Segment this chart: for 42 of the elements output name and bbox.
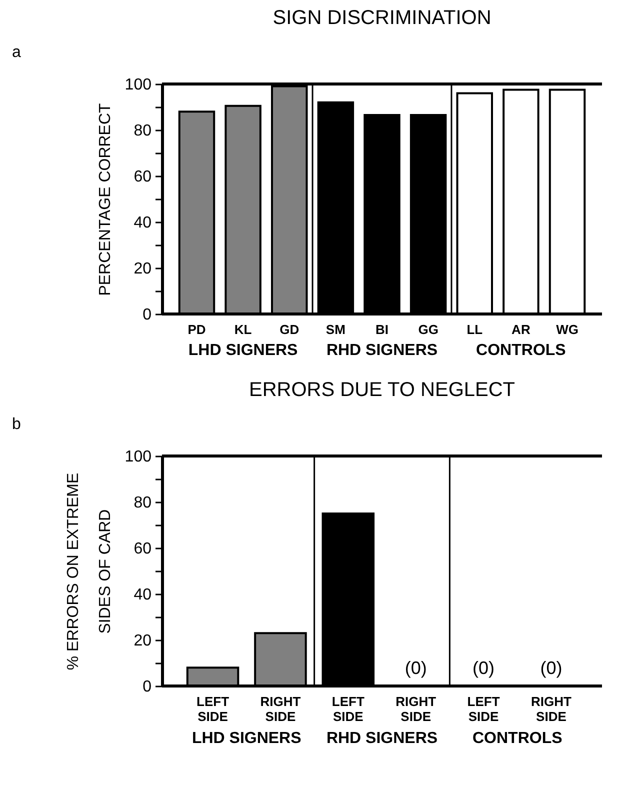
y-tick-label: 0 (142, 306, 152, 324)
y-tick-label: 80 (134, 122, 152, 140)
x-tick-label: KL (234, 322, 252, 337)
x-tick-label: BI (376, 322, 388, 337)
x-tick-label: GG (418, 322, 438, 337)
text: RHD SIGNERS (326, 730, 438, 747)
x-tick-label: LEFT SIDE (332, 694, 364, 724)
series-label: LHD SIGNERS (188, 342, 298, 359)
x-tick-label: WG (556, 322, 578, 337)
y-axis-title: PERCENTAGE CORRECT (96, 102, 114, 296)
y-tick-label: 60 (134, 540, 152, 558)
data-label: (0) (540, 658, 562, 678)
x-tick-label: RIGHT SIDE (531, 694, 572, 724)
y-tick-label: 40 (134, 214, 152, 232)
y-axis-title: % ERRORS ON EXTREME SIDES OF CARD (64, 472, 114, 670)
text: CONTROLS (472, 730, 563, 747)
y-tick-label: 40 (134, 586, 152, 604)
chart-title: ERRORS DUE TO NEGLECT (249, 379, 515, 401)
chart-title: SIGN DISCRIMINATION (272, 7, 492, 29)
data-label: (0) (404, 658, 427, 678)
x-tick-label: LEFT SIDE (196, 694, 230, 724)
y-tick-label: 80 (134, 494, 152, 512)
x-tick-label: SM (326, 322, 346, 337)
series-label: CONTROLS (476, 342, 566, 359)
y-tick-label: 0 (142, 678, 152, 696)
text: b (12, 416, 21, 433)
x-tick-label: AR (512, 322, 531, 337)
y-tick-label: 60 (134, 168, 152, 186)
x-tick-label: RIGHT SIDE (396, 694, 436, 724)
x-tick-label: LL (466, 322, 483, 337)
y-tick-label: 100 (124, 448, 152, 466)
x-tick-label: PD (188, 322, 206, 337)
y-tick-label: 20 (134, 260, 152, 278)
text: LHD SIGNERS (192, 730, 302, 747)
text: a (12, 44, 21, 61)
data-label: (0) (472, 658, 495, 678)
x-tick-label: LEFT SIDE (467, 694, 500, 724)
x-tick-label: RIGHT SIDE (260, 694, 301, 724)
y-tick-label: 100 (124, 76, 152, 94)
x-tick-label: GD (280, 322, 300, 337)
y-tick-label: 20 (134, 632, 152, 650)
series-label: RHD SIGNERS (326, 342, 438, 359)
